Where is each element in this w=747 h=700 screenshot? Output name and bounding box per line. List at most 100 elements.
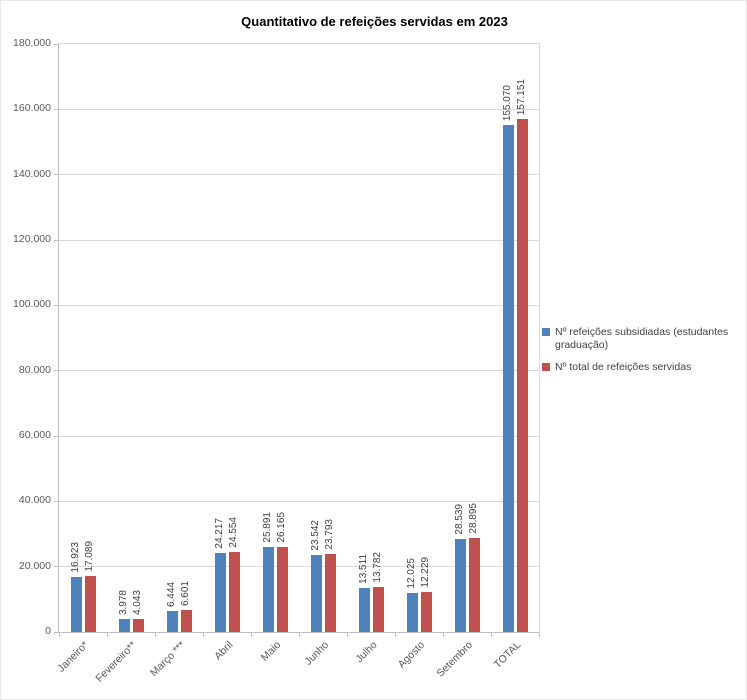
x-axis-tick-label: Setembro (434, 639, 476, 680)
y-axis-tick-label: 160.000 (13, 102, 51, 115)
y-axis-tick-label: 60.000 (18, 429, 51, 441)
bar-value-label: 23.542 (310, 520, 321, 551)
legend-item: Nº refeições subsidiadas (estudantes gra… (542, 326, 743, 352)
bar-value-label: 26.165 (276, 512, 287, 543)
y-axis-tick (54, 108, 58, 110)
x-axis-tick-label: TOTAL (491, 639, 524, 671)
y-axis-tick-label: 180.000 (13, 37, 51, 49)
y-axis-tick-label: 140.000 (13, 167, 51, 180)
gridline (59, 435, 539, 437)
legend-marker (542, 363, 550, 372)
x-axis-tick (394, 633, 396, 637)
y-axis-tick (54, 239, 58, 241)
bar-value-label: 12.025 (406, 558, 417, 589)
bar-value-label: 12.229 (420, 557, 431, 588)
y-axis-tick-label: 40.000 (18, 494, 51, 507)
bar-value-label: 13.782 (372, 552, 383, 583)
y-axis-tick (54, 500, 58, 502)
x-axis-tick (154, 633, 156, 637)
bar-value-label: 16.923 (70, 542, 81, 573)
bar-subsidiadas (502, 125, 514, 632)
chart-title: Quantitativo de refeições servidas em 20… (241, 14, 508, 29)
bar-value-label: 6.444 (166, 581, 177, 607)
bar-value-label: 155.070 (502, 84, 513, 121)
bar-value-label: 28.895 (468, 503, 479, 534)
x-axis-tick-label: Abril (212, 639, 236, 663)
legend-marker (542, 328, 550, 336)
legend-item: Nº total de refeições servidas (542, 361, 743, 374)
bar-value-label: 25.891 (262, 512, 273, 543)
gridline (59, 239, 539, 241)
gridline (59, 108, 539, 110)
x-axis-tick-label: Março *** (147, 639, 188, 679)
bar-value-label: 6.601 (180, 580, 191, 606)
x-axis-tick (298, 633, 300, 637)
x-axis-tick (59, 633, 60, 637)
x-axis-tick-label: Julho (353, 639, 380, 666)
y-axis-tick-label: 100.000 (13, 298, 51, 311)
y-axis-tick (54, 435, 58, 437)
y-axis-tick-label: 0 (45, 625, 51, 637)
bar-total (276, 547, 288, 632)
x-axis-tick (490, 633, 492, 637)
bar-total (132, 619, 144, 632)
x-axis-tick (106, 633, 108, 637)
bar-value-label: 17.089 (84, 541, 95, 572)
x-axis-tick (346, 633, 348, 637)
y-axis-tick (54, 566, 58, 568)
bar-total (228, 552, 240, 632)
bar-subsidiadas (406, 593, 418, 632)
bar-value-label: 23.793 (324, 519, 335, 550)
gridline (59, 370, 539, 372)
bar-value-label: 24.217 (214, 518, 225, 549)
y-axis-tick (54, 43, 58, 45)
legend-item-label: Nº refeições subsidiadas (estudantes gra… (555, 326, 729, 352)
bar-total (180, 610, 192, 632)
bar-subsidiadas (166, 611, 178, 632)
bar-subsidiadas (454, 539, 466, 632)
x-axis-tick (202, 633, 204, 637)
x-axis-tick-label: Junho (302, 639, 332, 668)
bar-value-label: 4.043 (132, 589, 143, 615)
x-axis-tick-label: Agosto (395, 639, 428, 671)
bar-subsidiadas (214, 553, 226, 632)
y-axis-tick (54, 631, 58, 633)
bar-subsidiadas (358, 588, 370, 632)
plot-area: Janeiro* 16.923 17.089 Fevereiro** 3.978 4.04… (54, 43, 540, 685)
legend-item-label: Nº total de refeições servidas (555, 361, 692, 374)
bar-subsidiadas (310, 555, 322, 632)
bar-total (372, 587, 384, 632)
y-axis-tick-label: 120.000 (13, 233, 51, 245)
x-axis-tick-label: Fevereiro** (93, 639, 140, 685)
bar-value-label: 24.554 (228, 517, 239, 548)
gridline (59, 174, 539, 176)
bar-total (324, 554, 336, 632)
x-axis-tick-label: Maio (258, 639, 284, 664)
bar-value-label: 157.151 (516, 78, 527, 115)
y-axis-tick (54, 304, 58, 306)
bar-subsidiadas (70, 577, 82, 632)
y-axis-tick-label: 20.000 (18, 559, 51, 572)
x-axis-tick (442, 633, 444, 637)
bar-total (420, 592, 432, 632)
bar-subsidiadas (118, 619, 130, 632)
gridline (59, 500, 539, 502)
gridline (59, 566, 539, 568)
bar-value-label: 28.539 (454, 504, 465, 535)
gridline (59, 304, 539, 306)
bar-value-label: 13.511 (358, 554, 369, 584)
x-axis-tick-label: Janeiro* (55, 639, 92, 675)
y-axis-tick (54, 174, 58, 176)
bar-total (516, 119, 528, 632)
bar-subsidiadas (262, 547, 274, 632)
bar-total (468, 538, 480, 632)
x-axis-tick (538, 633, 540, 637)
y-axis-tick-label: 80.000 (18, 363, 51, 376)
bar-total (84, 576, 96, 632)
bar-value-label: 3.978 (118, 589, 129, 615)
x-axis-tick (250, 633, 252, 637)
y-axis-tick (54, 370, 58, 372)
y-axis: 0 20.000 40.000 60.000 80.000 100.000 120.000 1… (1, 37, 51, 637)
legend: Nº refeições subsidiadas (estudantes gra… (542, 326, 743, 383)
